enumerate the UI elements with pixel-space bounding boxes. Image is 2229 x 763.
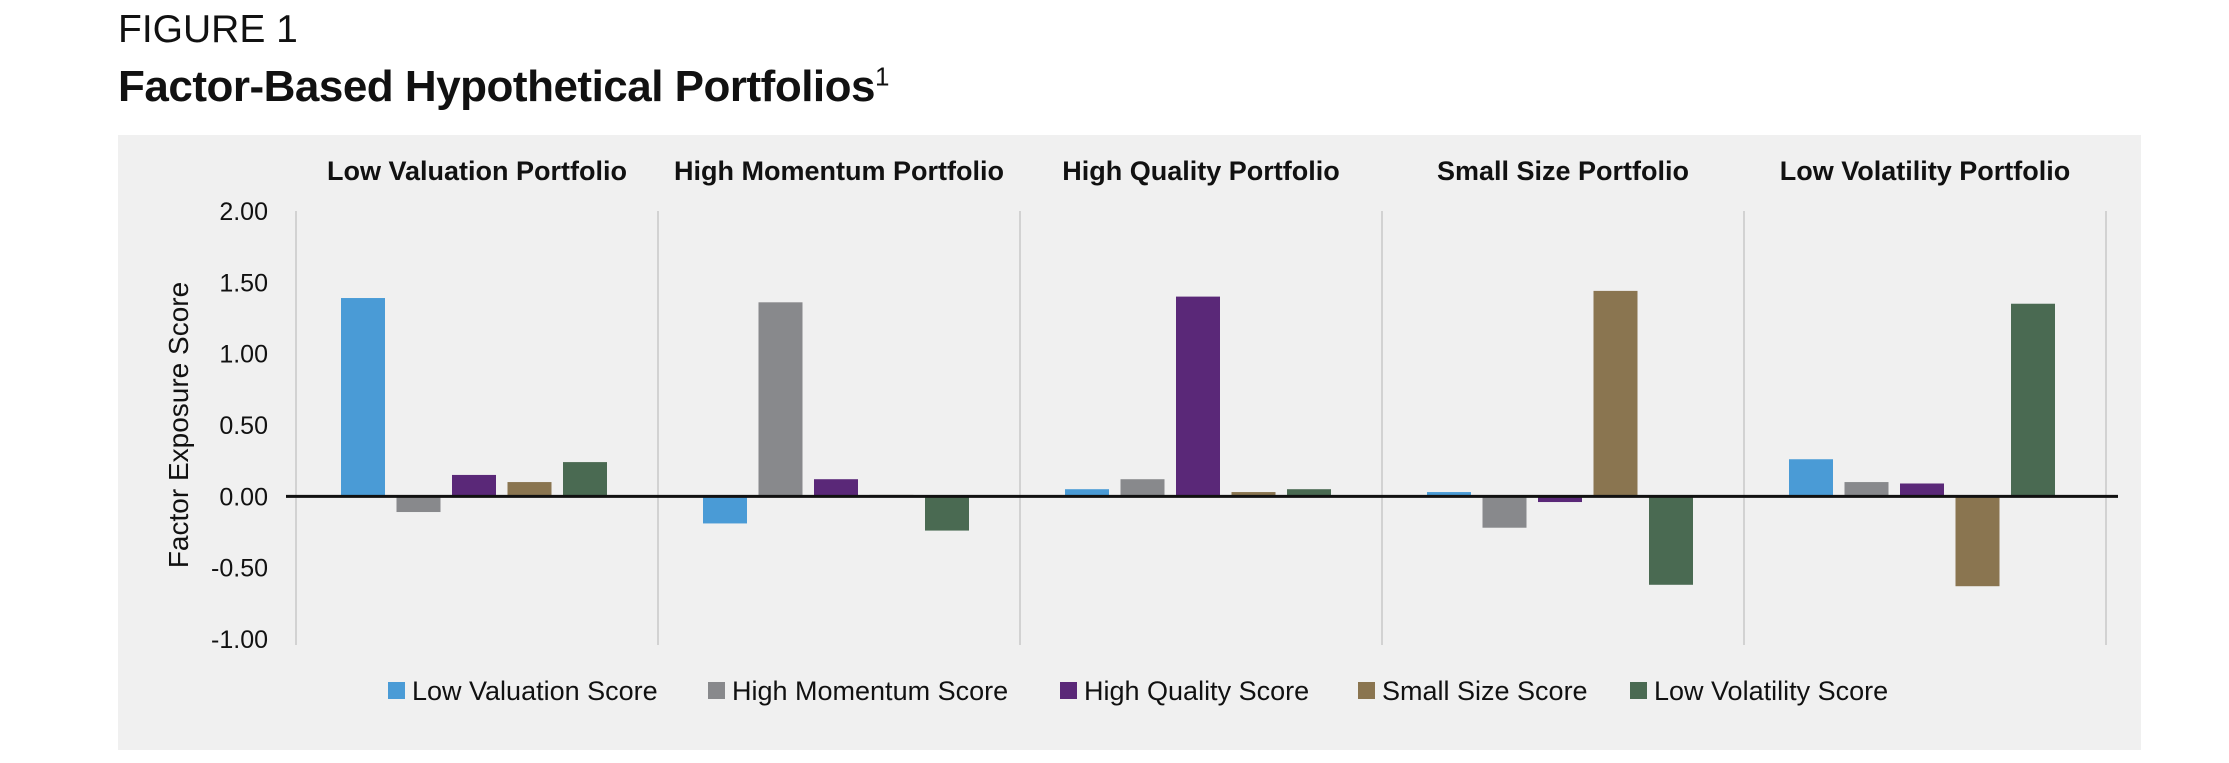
category-label: Small Size Portfolio (1437, 156, 1689, 186)
bar (703, 496, 747, 524)
bar (2011, 303, 2055, 497)
bar (1065, 489, 1109, 497)
figure-label: FIGURE 1 (118, 8, 298, 51)
bar (396, 496, 441, 513)
y-tick-label: -0.50 (211, 555, 268, 583)
legend-swatch (1358, 682, 1375, 699)
figure-title-text: Factor-Based Hypothetical Portfolios (118, 62, 876, 111)
bar (1538, 496, 1582, 503)
bar (563, 462, 607, 497)
category-label: Low Valuation Portfolio (327, 156, 627, 186)
bar (1649, 496, 1693, 585)
legend-label: Small Size Score (1382, 676, 1588, 706)
bar (814, 479, 858, 497)
legend-swatch (388, 682, 405, 699)
y-tick-label: 0.50 (219, 412, 268, 440)
bar (1120, 479, 1165, 497)
y-tick-label: 1.00 (219, 341, 268, 369)
category-label: Low Volatility Portfolio (1780, 156, 2071, 186)
footnote-mark: 1 (875, 61, 889, 92)
y-tick-label: 2.00 (219, 198, 268, 226)
legend-label: High Momentum Score (732, 676, 1008, 706)
bar (1955, 496, 2000, 587)
bar (1427, 492, 1471, 497)
figure-title: Factor-Based Hypothetical Portfolios1 (118, 62, 889, 112)
bar (1593, 290, 1638, 497)
y-tick-label: 1.50 (219, 269, 268, 297)
chart-panel: 2.00 1.50 1.00 0.50 0.00 -0.50 -1.00 Factor Exp… (118, 135, 2141, 750)
bar (452, 474, 496, 497)
bar (1176, 296, 1220, 497)
y-tick-label: 0.00 (219, 483, 268, 511)
bar (1482, 496, 1527, 528)
legend-swatch (1630, 682, 1647, 699)
bar (1844, 482, 1889, 497)
y-tick-label: -1.00 (211, 626, 268, 654)
legend-label: Low Volatility Score (1654, 676, 1888, 706)
bar (507, 482, 552, 497)
bar (758, 302, 803, 497)
y-axis-label: Factor Exposure Score (163, 282, 194, 568)
bar (1900, 483, 1944, 497)
bar (341, 298, 385, 497)
legend-swatch (1060, 682, 1077, 699)
legend-swatch (708, 682, 725, 699)
bar-chart: 2.00 1.50 1.00 0.50 0.00 -0.50 -1.00 Factor Exp… (163, 156, 2118, 706)
bar (1789, 459, 1833, 497)
bar (1287, 489, 1331, 497)
bar (1231, 492, 1276, 497)
category-label: High Momentum Portfolio (674, 156, 1004, 186)
legend-label: Low Valuation Score (412, 676, 658, 706)
bar (925, 496, 969, 531)
category-label: High Quality Portfolio (1062, 156, 1340, 186)
legend-label: High Quality Score (1084, 676, 1309, 706)
